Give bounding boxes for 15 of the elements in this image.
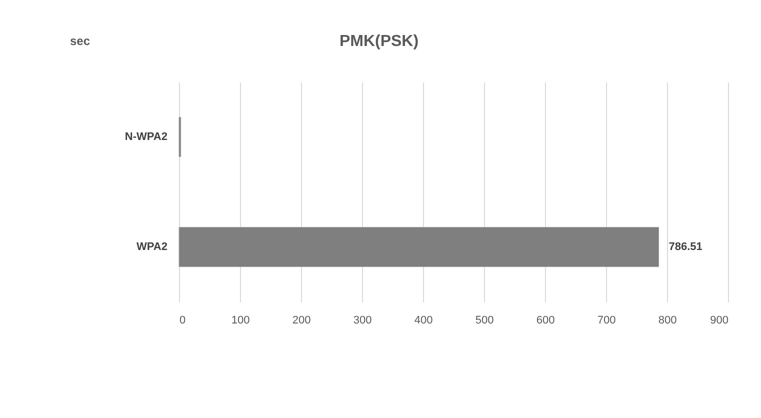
- x-tick-label: 800: [658, 314, 677, 326]
- x-tick-label: 300: [353, 314, 372, 326]
- x-tick-label: 200: [292, 314, 311, 326]
- x-tick-label: 900: [710, 314, 728, 326]
- y-tick-label: N-WPA2: [124, 131, 168, 143]
- x-tick-label: 100: [231, 314, 250, 326]
- chart-title: PMK(PSK): [339, 33, 419, 50]
- x-tick-label: 400: [414, 314, 433, 326]
- x-tick-label: 700: [597, 314, 616, 326]
- data-label: 786.51: [668, 241, 702, 253]
- y-tick-label: WPA2: [136, 241, 168, 253]
- x-tick-label: 500: [475, 314, 494, 326]
- x-tick-label: 0: [180, 314, 186, 326]
- text: sec: [70, 34, 90, 48]
- x-tick-label: 600: [536, 314, 555, 326]
